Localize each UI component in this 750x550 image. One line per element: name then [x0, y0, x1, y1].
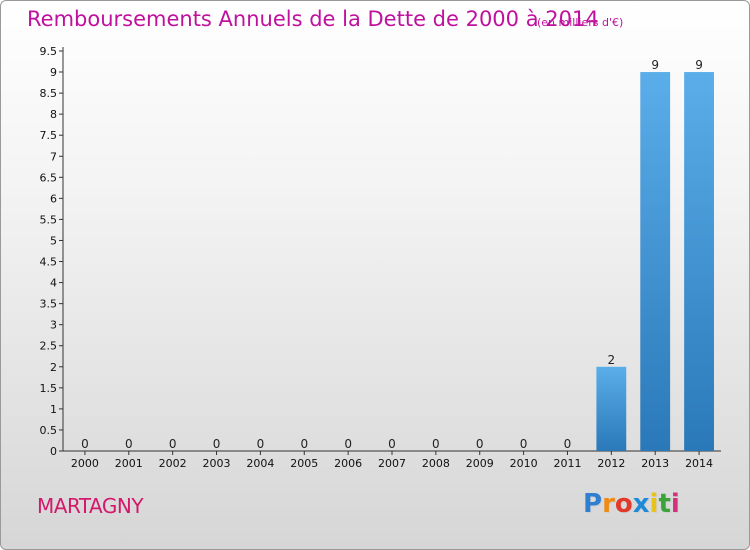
x-tick-label: 2000: [71, 457, 99, 470]
data-label: 0: [564, 437, 572, 451]
y-tick-label: 1.5: [40, 382, 58, 395]
data-label: 0: [257, 437, 265, 451]
logo-letter: i: [649, 489, 659, 519]
x-tick-label: 2005: [290, 457, 318, 470]
logo-letter: x: [632, 489, 650, 519]
x-tick-label: 2013: [641, 457, 669, 470]
y-tick-label: 5: [50, 234, 57, 247]
logo-letter: i: [670, 489, 680, 519]
x-tick-label: 2003: [203, 457, 231, 470]
y-tick-label: 5.5: [40, 213, 58, 226]
x-tick-label: 2012: [597, 457, 625, 470]
y-tick-label: 0.5: [40, 424, 58, 437]
x-tick-label: 2011: [553, 457, 581, 470]
bar: [596, 366, 627, 451]
x-tick-label: 2008: [422, 457, 450, 470]
bar: [640, 72, 671, 451]
y-tick-label: 0: [50, 445, 57, 458]
y-tick-label: 9: [50, 66, 57, 79]
x-tick-label: 2014: [685, 457, 713, 470]
data-label: 9: [695, 58, 703, 72]
y-tick-label: 8: [50, 108, 57, 121]
y-tick-label: 2.5: [40, 340, 58, 353]
proxiti-logo: Proxiti: [583, 489, 680, 519]
bar: [684, 72, 714, 451]
chart-title: Remboursements Annuels de la Dette de 20…: [27, 7, 599, 31]
data-label: 0: [432, 437, 440, 451]
data-label: 0: [213, 437, 221, 451]
y-tick-label: 3: [50, 319, 57, 332]
y-tick-label: 9.5: [40, 45, 58, 58]
x-tick-label: 2010: [510, 457, 538, 470]
logo-letter: r: [602, 489, 615, 519]
chart-unit: (en milliers d'€): [537, 16, 624, 29]
data-label: 2: [608, 353, 616, 367]
commune-name: MARTAGNY: [37, 494, 144, 518]
y-tick-label: 2: [50, 361, 57, 374]
x-tick-label: 2004: [246, 457, 274, 470]
logo-letter: o: [614, 489, 633, 519]
y-tick-label: 7.5: [40, 129, 58, 142]
x-tick-label: 2007: [378, 457, 406, 470]
data-label: 0: [169, 437, 177, 451]
y-tick-label: 4: [50, 277, 57, 290]
data-label: 0: [520, 437, 528, 451]
data-label: 0: [476, 437, 484, 451]
data-label: 0: [388, 437, 396, 451]
y-tick-label: 4.5: [40, 256, 58, 269]
data-label: 0: [125, 437, 133, 451]
x-tick-label: 2006: [334, 457, 362, 470]
data-label: 0: [344, 437, 352, 451]
data-label: 0: [81, 437, 89, 451]
data-label: 9: [651, 58, 659, 72]
y-tick-label: 8.5: [40, 87, 58, 100]
data-label: 0: [300, 437, 308, 451]
y-tick-label: 6.5: [40, 171, 58, 184]
x-tick-label: 2001: [115, 457, 143, 470]
logo-letter: P: [583, 489, 603, 519]
logo-letter: t: [658, 489, 671, 519]
y-tick-label: 6: [50, 192, 57, 205]
y-tick-label: 1: [50, 403, 57, 416]
x-tick-label: 2009: [466, 457, 494, 470]
y-tick-label: 7: [50, 150, 57, 163]
y-tick-label: 3.5: [40, 298, 58, 311]
x-tick-label: 2002: [159, 457, 187, 470]
